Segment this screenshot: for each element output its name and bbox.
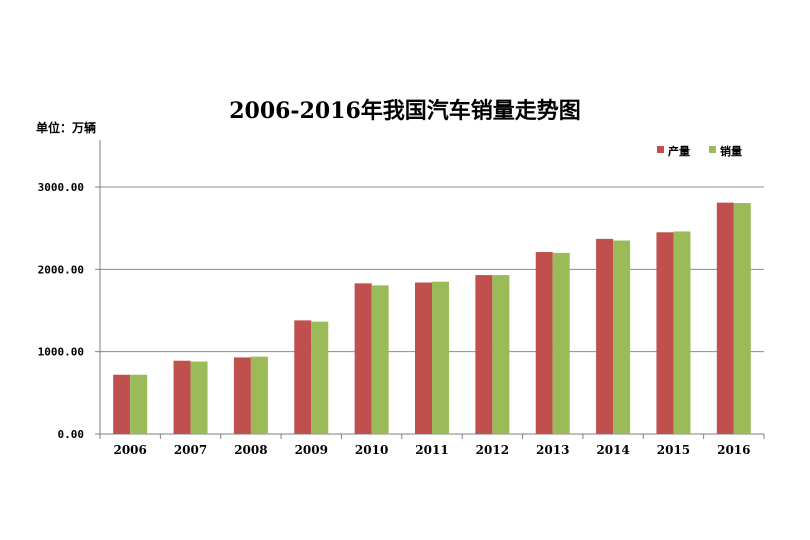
x-tick-label: 2008: [234, 443, 267, 457]
x-tick-label: 2006: [113, 443, 146, 457]
y-tick-label: 0.00: [58, 428, 85, 441]
x-tick-label: 2009: [295, 443, 328, 457]
bar-sales: [130, 374, 148, 434]
x-tick-labels: 2006 2007 2008 2009 2010 2011 2012 2013 2014 2015…: [113, 443, 750, 457]
legend-label-production: 产量: [668, 144, 690, 158]
legend: 产量 销量: [657, 144, 742, 158]
bar-production: [656, 232, 674, 434]
y-tick-label: 1000.00: [38, 346, 84, 359]
x-tick-label: 2011: [415, 443, 448, 457]
x-tick-label: 2012: [476, 443, 509, 457]
x-tick-label: 2016: [717, 443, 750, 457]
legend-swatch-production: [657, 146, 664, 153]
bar-sales: [250, 356, 268, 434]
bar-sales: [613, 240, 631, 434]
bar-sales: [673, 231, 691, 434]
y-tick-labels: 0.00 1000.00 2000.00 3000.00: [38, 181, 100, 441]
chart-title: 2006-2016年我国汽车销量走势图: [229, 98, 581, 124]
bar-series: [113, 202, 751, 434]
legend-swatch-sales: [709, 146, 716, 153]
y-tick-label: 3000.00: [38, 181, 84, 194]
bar-sales: [311, 321, 329, 434]
bar-production: [716, 202, 734, 434]
bar-production: [173, 360, 191, 434]
x-tick-label: 2010: [355, 443, 388, 457]
bar-production: [596, 238, 614, 434]
bar-production: [535, 252, 553, 434]
bar-production: [233, 357, 251, 434]
bar-sales: [432, 281, 449, 434]
bar-sales: [552, 252, 570, 434]
bar-sales: [492, 275, 510, 434]
x-tick-label: 2013: [536, 443, 569, 457]
bar-production: [415, 282, 432, 434]
unit-label: 单位：万辆: [36, 120, 96, 135]
bar-sales: [371, 285, 389, 434]
legend-label-sales: 销量: [720, 144, 742, 158]
bar-production: [475, 275, 493, 434]
bar-sales: [190, 361, 208, 434]
x-tick-label: 2014: [596, 443, 629, 457]
bar-production: [294, 320, 312, 434]
bar-production: [113, 374, 131, 434]
y-tick-label: 2000.00: [38, 263, 84, 276]
bar-sales: [733, 203, 751, 434]
x-tick-label: 2007: [174, 443, 207, 457]
bar-production: [354, 283, 372, 434]
x-tick-label: 2015: [657, 443, 690, 457]
